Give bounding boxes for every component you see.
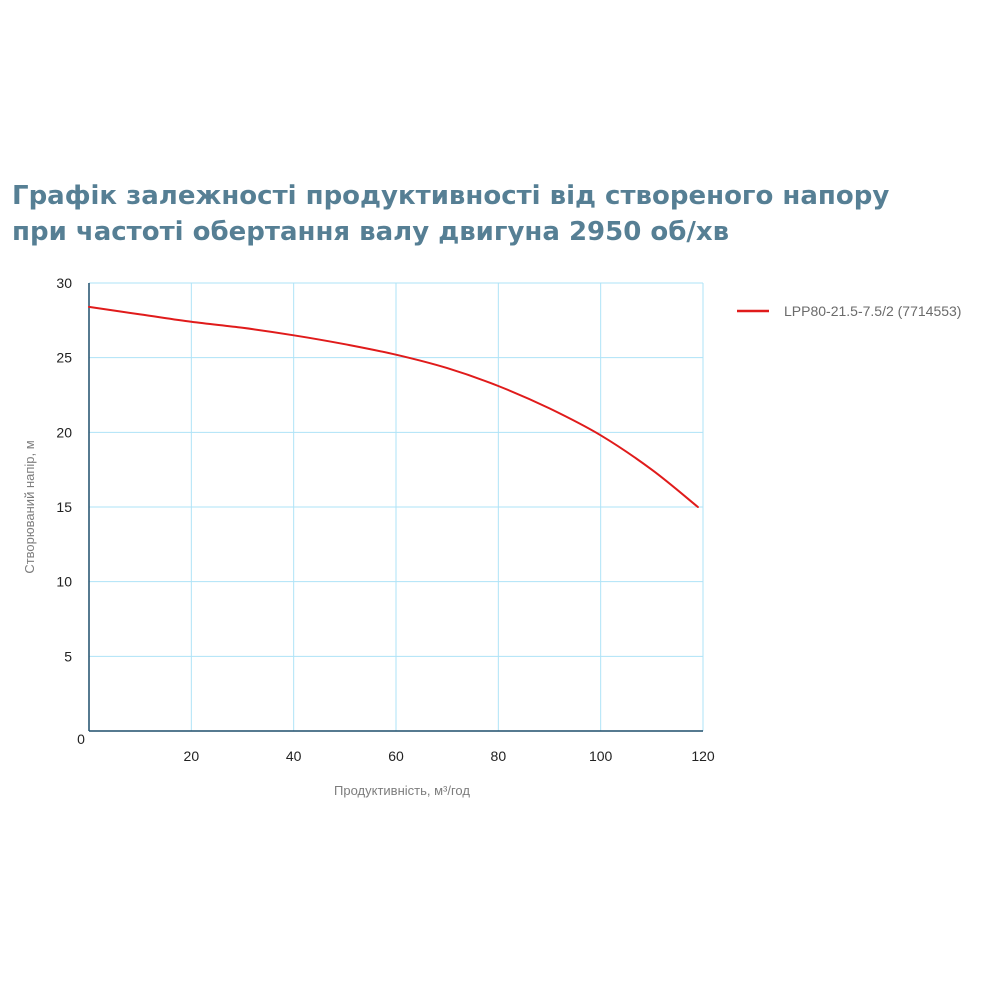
chart-title-line-2: при частоті обертання валу двигуна 2950 … bbox=[12, 217, 730, 247]
y-tick-label: 20 bbox=[56, 424, 72, 440]
y-tick-label: 15 bbox=[56, 499, 72, 515]
x-tick-label: 40 bbox=[286, 748, 302, 764]
y-tick-label: 5 bbox=[64, 648, 72, 664]
legend-label: LPP80-21.5-7.5/2 (7714553) bbox=[784, 303, 961, 319]
y-tick-label: 10 bbox=[56, 574, 72, 590]
x-tick-label: 120 bbox=[691, 748, 715, 764]
chart-title-line-1: Графік залежності продуктивності від ств… bbox=[12, 181, 890, 211]
y-tick-label: 25 bbox=[56, 350, 72, 366]
chart-title: Графік залежності продуктивності від ств… bbox=[12, 178, 912, 250]
x-tick-label: 60 bbox=[388, 748, 404, 764]
series-line bbox=[88, 305, 699, 508]
tick-labels: 20 40 60 80 100 120 5 10 15 20 25 30 0 bbox=[56, 275, 714, 764]
origin-label: 0 bbox=[77, 731, 85, 747]
x-tick-label: 100 bbox=[589, 748, 613, 764]
axes bbox=[88, 283, 703, 732]
x-axis-title: Продуктивність, м³/год bbox=[334, 783, 470, 798]
grid-lines bbox=[89, 282, 704, 731]
y-tick-label: 30 bbox=[56, 275, 72, 291]
y-axis-title: Створюваний напір, м bbox=[22, 440, 37, 573]
legend: LPP80-21.5-7.5/2 (7714553) bbox=[737, 303, 961, 319]
series-lines bbox=[88, 305, 699, 508]
x-tick-label: 80 bbox=[491, 748, 507, 764]
x-tick-label: 20 bbox=[184, 748, 200, 764]
